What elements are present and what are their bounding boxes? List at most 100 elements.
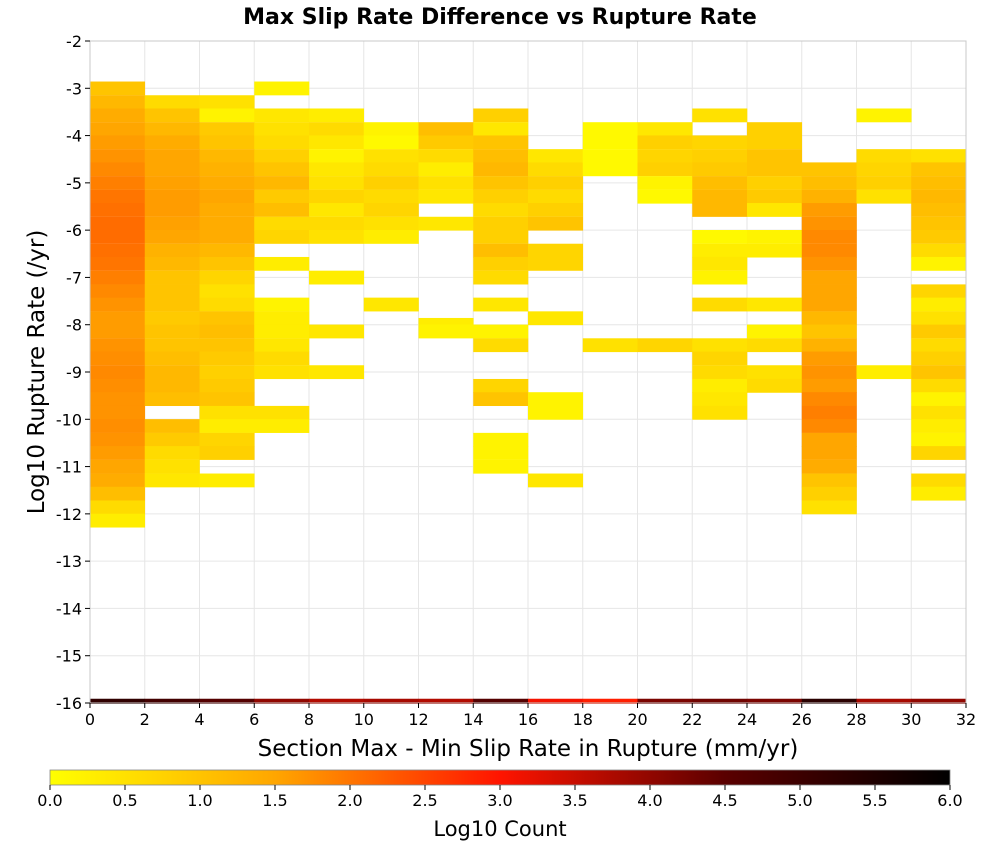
heatmap-cell xyxy=(90,486,146,501)
colorbar-tick-label: 6.0 xyxy=(937,791,962,810)
x-tick-label: 30 xyxy=(901,710,921,729)
heatmap-cell xyxy=(144,122,200,137)
heatmap-cell xyxy=(199,176,255,190)
heatmap-cell xyxy=(254,189,310,204)
heatmap-cell xyxy=(144,176,200,190)
heatmap-cell xyxy=(363,162,419,177)
colorbar-ticks: 0.0 0.5 1.0 1.5 2.0 2.5 3.0 3.5 4.0 4.5 5.0 5.5 6.0 xyxy=(37,785,963,810)
heatmap-cell xyxy=(90,108,146,123)
heatmap-cell xyxy=(418,122,474,137)
x-tick-label: 2 xyxy=(140,710,150,729)
heatmap-cell xyxy=(90,432,146,447)
heatmap-cell xyxy=(418,189,474,204)
heatmap-cell xyxy=(144,297,200,312)
heatmap-cell xyxy=(692,108,748,123)
heatmap-cell xyxy=(144,149,200,163)
heatmap-cell xyxy=(199,270,255,285)
heatmap-cell xyxy=(747,176,803,190)
heatmap-cell xyxy=(473,324,529,339)
y-tick-label: -5 xyxy=(66,174,82,193)
heatmap-cell xyxy=(692,351,748,366)
heatmap-cell xyxy=(692,230,748,244)
heatmap-cell xyxy=(911,351,967,366)
heatmap-cell xyxy=(911,189,967,204)
heatmap-cell xyxy=(528,256,584,271)
heatmap-cell xyxy=(90,284,146,299)
heatmap-cell xyxy=(199,162,255,177)
x-tick-label: 12 xyxy=(408,710,428,729)
heatmap-cell xyxy=(801,405,857,420)
heatmap-cell xyxy=(637,135,693,150)
heatmap-cell xyxy=(692,135,748,150)
y-tick-label: -2 xyxy=(66,32,82,51)
heatmap-cell-bottom xyxy=(309,698,365,704)
heatmap-cell xyxy=(144,351,200,366)
heatmap-cell xyxy=(199,405,255,420)
heatmap-cell xyxy=(911,392,967,407)
y-tick-label: -12 xyxy=(56,505,82,524)
y-tick-label: -13 xyxy=(56,552,82,571)
heatmap-cell xyxy=(144,365,200,380)
heatmap-cell xyxy=(911,365,967,380)
heatmap-cell-bottom xyxy=(199,698,255,704)
heatmap-cell xyxy=(90,81,146,96)
heatmap-cell xyxy=(747,122,803,137)
heatmap-cell xyxy=(801,311,857,326)
y-tick-label: -10 xyxy=(56,410,82,429)
heatmap-cell xyxy=(90,365,146,380)
colorbar-tick-label: 2.5 xyxy=(412,791,437,810)
heatmap-cell xyxy=(199,95,255,110)
heatmap-cell xyxy=(473,256,529,271)
heatmap-cell xyxy=(144,95,200,110)
heatmap-cell-bottom xyxy=(144,698,200,704)
heatmap-cell xyxy=(144,324,200,339)
heatmap-cell xyxy=(801,378,857,393)
heatmap-cell xyxy=(144,256,200,271)
heatmap-cell-bottom xyxy=(528,698,584,704)
heatmap-cell-bottom xyxy=(801,698,857,704)
heatmap-cell xyxy=(911,419,967,433)
colorbar-tick-label: 4.5 xyxy=(712,791,737,810)
heatmap-cell xyxy=(418,176,474,190)
heatmap-cell xyxy=(199,216,255,231)
heatmap-cell xyxy=(801,297,857,312)
heatmap-cell xyxy=(254,365,310,380)
heatmap-cell xyxy=(309,122,365,137)
heatmap-cell xyxy=(692,243,748,258)
heatmap-cell xyxy=(801,432,857,447)
heatmap-cell xyxy=(856,162,912,177)
heatmap-cell xyxy=(528,405,584,420)
heatmap-cell xyxy=(801,284,857,299)
heatmap-cell xyxy=(199,122,255,137)
heatmap-cell xyxy=(747,149,803,163)
y-axis-ticks: -2 -3 -4 -5 -6 -7 -8 -9 -10 -11 -12 -13 -14 -15 -16 xyxy=(56,32,90,713)
heatmap-cell xyxy=(90,513,146,528)
heatmap-cell xyxy=(856,365,912,380)
heatmap-cell xyxy=(418,135,474,150)
heatmap-cell xyxy=(528,162,584,177)
heatmap-cell xyxy=(418,216,474,231)
heatmap-cell xyxy=(801,419,857,433)
x-tick-label: 20 xyxy=(627,710,647,729)
heatmap-cell xyxy=(199,392,255,407)
heatmap-cell xyxy=(582,122,638,137)
heatmap-cell xyxy=(801,486,857,501)
heatmap-cell xyxy=(254,256,310,271)
x-tick-label: 18 xyxy=(573,710,593,729)
heatmap-cell xyxy=(911,149,967,163)
heatmap-cell xyxy=(144,432,200,447)
heatmap-cell xyxy=(528,216,584,231)
heatmap-cell xyxy=(309,203,365,217)
heatmap-cell-bottom xyxy=(418,698,474,704)
heatmap-cell xyxy=(309,149,365,163)
x-tick-label: 4 xyxy=(194,710,204,729)
heatmap-cell xyxy=(692,378,748,393)
heatmap-cell xyxy=(144,216,200,231)
heatmap-cell xyxy=(90,324,146,339)
heatmap-cell xyxy=(90,405,146,420)
heatmap-cell xyxy=(199,189,255,204)
heatmap-cell xyxy=(309,365,365,380)
heatmap-cell xyxy=(199,203,255,217)
heatmap-cell xyxy=(856,149,912,163)
